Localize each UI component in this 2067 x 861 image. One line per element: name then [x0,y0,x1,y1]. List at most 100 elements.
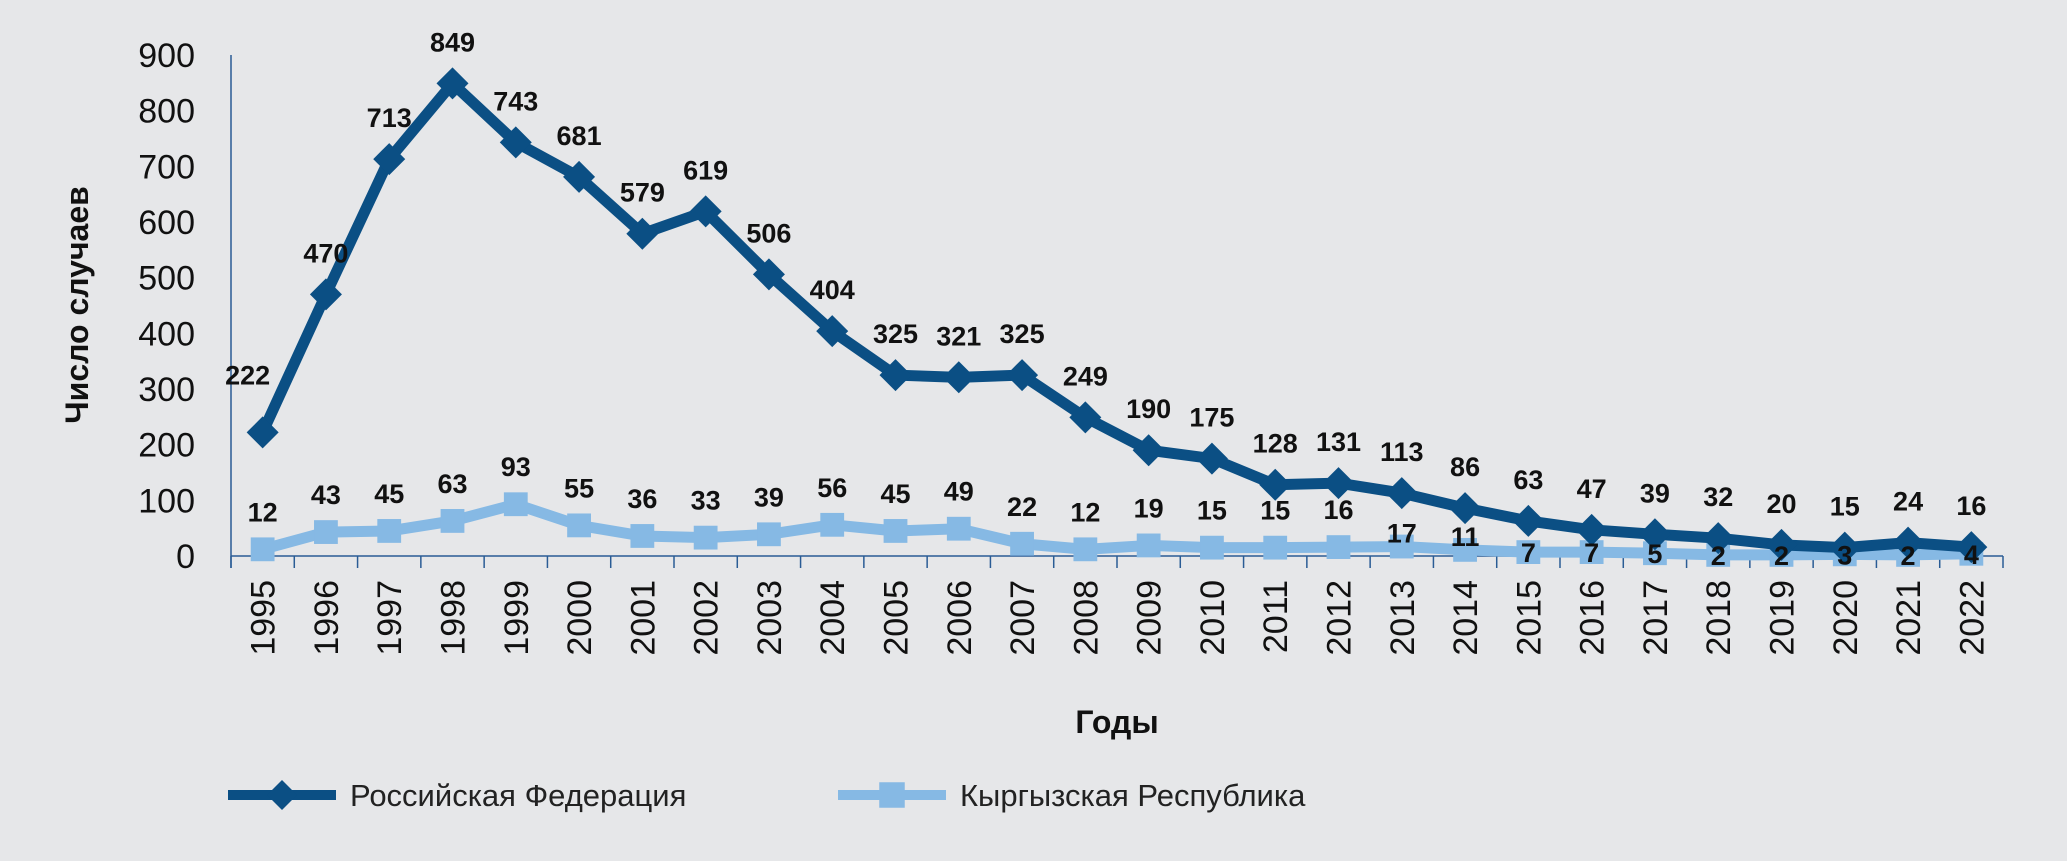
data-label: 63 [437,469,467,499]
data-label: 47 [1577,474,1607,504]
legend-label: Российская Федерация [350,778,686,813]
x-tick-label: 2016 [1574,580,1612,656]
data-point-square [879,782,905,808]
data-label: 5 [1647,539,1662,569]
x-tick-label: 2012 [1321,580,1359,656]
data-point-square [757,522,781,547]
data-point-diamond [1765,528,1798,561]
data-label: 12 [1070,497,1100,527]
data-point-diamond [689,195,722,228]
data-label: 15 [1830,492,1860,522]
data-label: 7 [1584,538,1599,568]
data-label: 17 [1387,519,1417,549]
data-point-square [503,492,528,517]
y-tick-label: 800 [138,93,195,131]
data-point-square [250,537,275,562]
data-label: 11 [1451,522,1480,552]
data-point-diamond [1702,522,1735,555]
x-tick-label: 2018 [1700,580,1738,656]
data-label: 33 [691,486,721,516]
data-label: 15 [1260,496,1290,526]
x-tick-label: 1999 [498,580,536,656]
data-label: 470 [303,238,348,268]
data-label: 12 [248,497,278,527]
data-label: 45 [374,479,404,509]
data-label: 32 [1703,482,1733,512]
data-label: 113 [1380,437,1424,467]
data-point-square [567,513,591,538]
x-tick-label: 2002 [688,580,726,656]
series-line-kyrgyzstan [261,498,1972,561]
data-label: 55 [564,473,594,503]
x-tick-label: 2022 [1953,580,1991,656]
data-point-square [883,519,908,543]
data-point-square [1389,534,1414,559]
data-label: 24 [1893,487,1923,517]
data-point-diamond [1638,518,1671,551]
data-point-square [1200,535,1224,560]
data-point-diamond [1385,477,1418,510]
data-label: 22 [1007,492,1037,522]
data-label: 2 [1774,541,1789,571]
y-tick-label: 500 [138,260,195,298]
data-point-diamond [373,143,406,176]
data-label: 49 [944,477,974,507]
data-point-square [820,512,845,537]
data-label: 45 [880,479,910,509]
data-point-diamond [1069,401,1102,434]
data-label: 743 [493,86,538,116]
y-tick-label: 100 [138,482,195,520]
data-point-diamond [626,217,659,250]
data-label: 2 [1901,541,1916,571]
x-tick-label: 2010 [1194,580,1232,656]
data-point-square [1453,537,1477,562]
x-tick-label: 2013 [1384,580,1422,656]
data-label: 222 [225,360,270,390]
data-label: 36 [627,484,657,514]
x-tick-label: 2008 [1067,580,1105,656]
data-point-square [946,516,971,541]
data-label: 7 [1521,538,1536,568]
y-tick-label: 600 [138,204,195,242]
x-tick-label: 2006 [941,580,979,656]
data-label: 15 [1197,496,1227,526]
x-tick-label: 2009 [1131,580,1169,656]
data-point-square [440,509,465,533]
data-point-diamond [1449,492,1482,525]
data-point-diamond [942,361,975,394]
data-label: 619 [683,155,728,185]
data-point-diamond [267,780,297,810]
x-tick-label: 2004 [814,580,852,656]
x-tick-label: 2017 [1637,580,1675,656]
data-point-square [693,525,718,550]
data-label: 131 [1316,427,1361,457]
x-tick-label: 2005 [878,580,916,656]
y-tick-label: 300 [138,371,195,409]
x-tick-label: 2020 [1827,580,1865,656]
data-label: 2 [1711,541,1726,571]
data-point-diamond [1259,468,1292,501]
data-label: 16 [1323,495,1353,525]
data-point-square [1326,535,1351,559]
data-label: 86 [1450,452,1480,482]
data-label: 325 [1000,319,1045,349]
legend-label: Кыргызская Республика [960,778,1306,813]
data-point-square [630,524,655,548]
x-tick-label: 2014 [1447,580,1485,656]
data-point-diamond [1575,513,1608,546]
data-point-square [1073,537,1098,562]
data-point-diamond [563,160,596,193]
y-tick-label: 0 [176,538,195,576]
data-label: 20 [1766,489,1796,519]
data-label: 579 [620,178,665,208]
data-label: 39 [1640,478,1670,508]
x-tick-label: 2000 [561,580,599,656]
data-label: 404 [810,275,855,305]
data-label: 175 [1189,403,1234,433]
data-point-diamond [1195,442,1228,475]
y-tick-label: 900 [138,37,195,75]
series-line-russia [257,75,1972,554]
x-tick-label: 2001 [624,580,662,656]
y-tick-label: 200 [138,427,195,465]
